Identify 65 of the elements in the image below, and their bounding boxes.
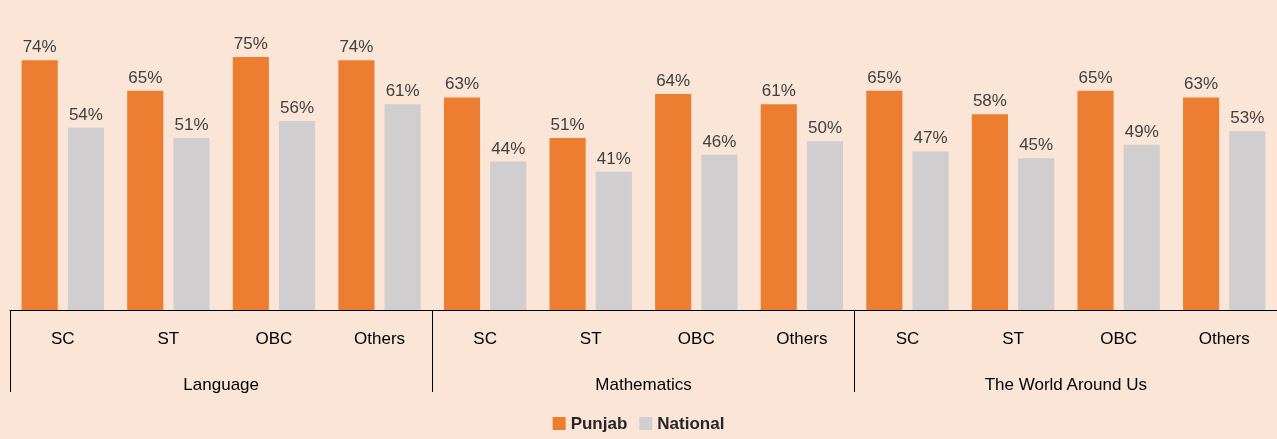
bar [760, 104, 797, 310]
text: Language [183, 375, 259, 394]
data-label: 65% [128, 67, 163, 87]
bar [384, 104, 421, 310]
x-tick-label: Others [1198, 329, 1250, 348]
bar [232, 56, 269, 310]
bar [338, 60, 375, 310]
x-tick-label: ST [157, 329, 180, 348]
x-tick-label: Others [354, 329, 406, 348]
bar [595, 171, 632, 310]
bar [279, 121, 316, 310]
data-label: 65% [867, 67, 902, 87]
x-tick-label: Others [776, 329, 828, 348]
legend-label: Punjab [570, 414, 628, 433]
data-label: 47% [913, 128, 948, 148]
bar [549, 137, 586, 310]
x-tick-label: ST [1002, 329, 1024, 348]
data-label: 44% [491, 138, 526, 158]
bar [1018, 158, 1055, 310]
x-tick-label: ST [579, 329, 602, 348]
bar [127, 90, 164, 310]
x-tick-label: SC [50, 329, 75, 348]
bar [1183, 97, 1220, 310]
bar [912, 151, 949, 310]
data-label: 51% [550, 114, 585, 134]
data-label: 63% [1184, 74, 1219, 94]
bar [21, 60, 58, 310]
bar [173, 137, 210, 310]
text: The World Around Us [984, 375, 1147, 394]
bar [490, 161, 527, 310]
bar [971, 114, 1008, 310]
bar [1123, 144, 1160, 310]
text: Mathematics [595, 375, 692, 394]
data-label: 65% [1078, 67, 1113, 87]
x-tick-label: SC [473, 329, 497, 348]
data-label: 51% [174, 114, 209, 134]
bar [443, 97, 481, 310]
x-tick-label: OBC [1100, 329, 1138, 348]
bar [701, 154, 738, 310]
data-label: 41% [596, 148, 631, 168]
bar [655, 94, 692, 310]
bar [67, 127, 104, 310]
bar [1077, 90, 1114, 310]
bar [1229, 131, 1266, 310]
data-label: 61% [761, 81, 796, 101]
data-label: 56% [280, 98, 315, 117]
bar [866, 90, 903, 310]
x-tick-label: OBC [255, 329, 293, 348]
x-tick-label: OBC [677, 329, 715, 348]
data-label: 54% [68, 104, 103, 124]
data-label: 75% [233, 33, 268, 53]
data-label: 74% [339, 37, 374, 57]
data-label: 50% [807, 118, 843, 138]
x-tick-label: SC [895, 329, 920, 348]
data-label: 74% [22, 37, 57, 57]
data-label: 46% [702, 131, 737, 151]
data-label: 53% [1230, 108, 1265, 128]
data-label: 49% [1124, 121, 1159, 141]
data-label: 63% [444, 74, 480, 94]
data-label: 45% [1019, 135, 1054, 155]
bar [806, 141, 844, 310]
data-label: 61% [385, 81, 420, 101]
legend-label: National [657, 414, 725, 433]
data-label: 64% [656, 71, 691, 90]
data-label: 58% [972, 91, 1007, 111]
